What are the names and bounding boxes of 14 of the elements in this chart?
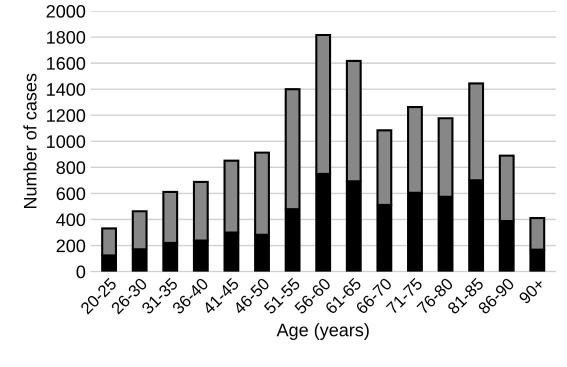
x-tick-label: 90+ <box>518 277 546 305</box>
y-tick-label: 600 <box>56 187 86 200</box>
y-tick-label: 1200 <box>47 109 86 122</box>
y-tick-label: 1800 <box>47 31 86 44</box>
y-tick-label: 1400 <box>47 83 86 96</box>
y-tick-label: 1000 <box>47 135 86 148</box>
y-tick-label: 0 <box>76 266 86 278</box>
y-tick-label: 800 <box>56 161 86 174</box>
y-tick-label: 1600 <box>47 57 86 70</box>
y-tick-label: 200 <box>56 239 86 252</box>
x-axis-title: Age (years) <box>276 323 369 340</box>
y-axis-title: Number of cases <box>23 74 37 208</box>
y-tick-label: 400 <box>56 213 86 226</box>
y-tick-label: 2000 <box>46 4 86 18</box>
